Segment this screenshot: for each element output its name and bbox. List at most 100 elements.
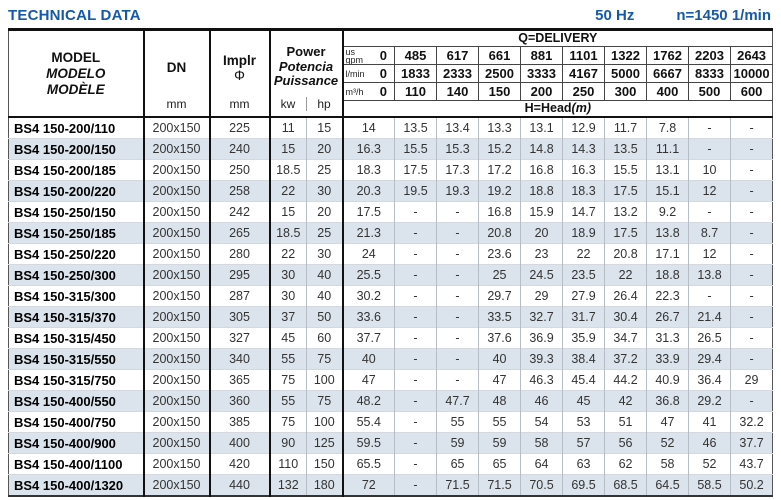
model-cell: BS4 150-200/185 — [8, 159, 145, 181]
delivery-header-value: 8333 — [688, 64, 732, 83]
head-value-cell: 18.8 — [520, 180, 564, 202]
head-value-cell: 29 — [730, 369, 773, 391]
model-cell: BS4 150-400/1100 — [8, 453, 145, 475]
head-value-cell: 55.4 — [342, 411, 396, 433]
head-value-cell: 40 — [342, 348, 396, 370]
head-value-cell: 9.2 — [646, 201, 690, 223]
head-value-cell: 46 — [688, 432, 732, 454]
head-value-cell: 20.8 — [604, 243, 648, 265]
dn-cell: 200x150 — [143, 264, 211, 286]
head-value-cell: 32.2 — [730, 411, 773, 433]
head-value-cell: 47 — [342, 369, 396, 391]
model-cell: BS4 150-400/550 — [8, 390, 145, 412]
head-value-cell: 19.2 — [478, 180, 522, 202]
head-value-cell: 48.2 — [342, 390, 396, 412]
head-value-cell: 65 — [478, 453, 522, 475]
delivery-unit-label: m³/h — [345, 86, 364, 97]
dn-cell: 200x150 — [143, 243, 211, 265]
impeller-cell: 327 — [209, 327, 271, 349]
model-cell: BS4 150-250/220 — [8, 243, 145, 265]
delivery-header-value: 140 — [436, 82, 480, 101]
power-kw-cell: 15 — [269, 138, 307, 160]
power-kw-cell: 18.5 — [269, 159, 307, 181]
delivery-header-value: 150 — [478, 82, 522, 101]
head-value-cell: 12.9 — [562, 116, 606, 139]
head-value-cell: 23.6 — [478, 243, 522, 265]
delivery-unit-cell: us gpm 0 — [342, 46, 396, 65]
head-value-cell: - — [436, 222, 480, 244]
head-value-cell: 64 — [520, 453, 564, 475]
head-value-cell: 65 — [436, 453, 480, 475]
head-value-cell: 21.3 — [342, 222, 396, 244]
head-value-cell: 31.7 — [562, 306, 606, 328]
delivery-header-value: 500 — [688, 82, 732, 101]
power-kw-cell: 110 — [269, 453, 307, 475]
head-value-cell: - — [730, 116, 773, 139]
head-value-cell: 15.5 — [394, 138, 438, 160]
head-value-cell: 29.2 — [688, 390, 732, 412]
delivery-unit-cell: l/min 0 — [342, 64, 396, 83]
head-value-cell: 59.5 — [342, 432, 396, 454]
table-row: BS4 150-400/1320 200x150 440 132 180 72-71.5 7… — [8, 474, 773, 496]
head-value-cell: 55 — [478, 411, 522, 433]
head-value-cell: - — [730, 201, 773, 223]
delivery-zero-value: 0 — [379, 66, 388, 81]
head-value-cell: - — [730, 327, 773, 349]
head-value-cell: 71.5 — [478, 474, 522, 496]
head-value-cell: 37.7 — [342, 327, 396, 349]
head-value-cell: - — [436, 348, 480, 370]
head-value-cell: 30.4 — [604, 306, 648, 328]
table-row: BS4 150-250/220 200x150 280 22 30 24- -23.6 23 2… — [8, 243, 773, 265]
head-value-cell: 22 — [604, 264, 648, 286]
head-value-cell: 36.8 — [646, 390, 690, 412]
impeller-column-header: Implr Φ mm — [209, 29, 271, 118]
table-row: BS4 150-200/110 200x150 225 11 15 14 13.5 13.4 1… — [8, 116, 773, 139]
head-value-cell: 29 — [520, 285, 564, 307]
impeller-cell: 265 — [209, 222, 271, 244]
head-value-cell: 59 — [436, 432, 480, 454]
head-value-cell: 15.5 — [604, 159, 648, 181]
impeller-cell: 242 — [209, 201, 271, 223]
head-value-cell: - — [394, 264, 438, 286]
head-value-cell: 17.5 — [394, 159, 438, 181]
head-value-cell: - — [730, 138, 773, 160]
head-value-cell: 33.6 — [342, 306, 396, 328]
head-value-cell: 31.3 — [646, 327, 690, 349]
delivery-header-value: 617 — [436, 46, 480, 65]
head-value-cell: - — [394, 474, 438, 496]
table-row: BS4 150-250/300 200x150 295 30 40 25.5- -25 24.… — [8, 264, 773, 286]
head-value-cell: 70.5 — [520, 474, 564, 496]
head-value-cell: - — [730, 264, 773, 286]
dn-cell: 200x150 — [143, 411, 211, 433]
head-value-cell: 26.7 — [646, 306, 690, 328]
head-value-cell: 15.9 — [520, 201, 564, 223]
impeller-cell: 287 — [209, 285, 271, 307]
head-value-cell: 20.3 — [342, 180, 396, 202]
dn-cell: 200x150 — [143, 285, 211, 307]
head-value-cell: 54 — [520, 411, 564, 433]
delivery-header-value: 600 — [730, 82, 773, 101]
head-value-cell: 47 — [646, 411, 690, 433]
head-value-cell: 56 — [604, 432, 648, 454]
power-hp-cell: 20 — [306, 201, 344, 223]
power-kw-cell: 75 — [269, 411, 307, 433]
head-value-cell: 14.7 — [562, 201, 606, 223]
head-value-cell: - — [436, 327, 480, 349]
power-hp-cell: 25 — [306, 222, 344, 244]
head-value-cell: 16.3 — [562, 159, 606, 181]
dn-cell: 200x150 — [143, 390, 211, 412]
power-hp-cell: 100 — [306, 411, 344, 433]
dn-column-header: DN mm — [143, 29, 211, 118]
table-row: BS4 150-400/550 200x150 360 55 75 48.2-47.7 48… — [8, 390, 773, 412]
model-cell: BS4 150-400/750 — [8, 411, 145, 433]
dn-cell: 200x150 — [143, 116, 211, 139]
model-cell: BS4 150-200/110 — [8, 116, 145, 139]
delivery-header-value: 250 — [562, 82, 606, 101]
head-value-cell: - — [688, 116, 732, 139]
power-hp-cell: 125 — [306, 432, 344, 454]
head-value-cell: 7.8 — [646, 116, 690, 139]
delivery-header-value: 2203 — [688, 46, 732, 65]
head-value-cell: 17.5 — [604, 222, 648, 244]
head-value-cell: - — [436, 306, 480, 328]
head-value-cell: 18.3 — [342, 159, 396, 181]
